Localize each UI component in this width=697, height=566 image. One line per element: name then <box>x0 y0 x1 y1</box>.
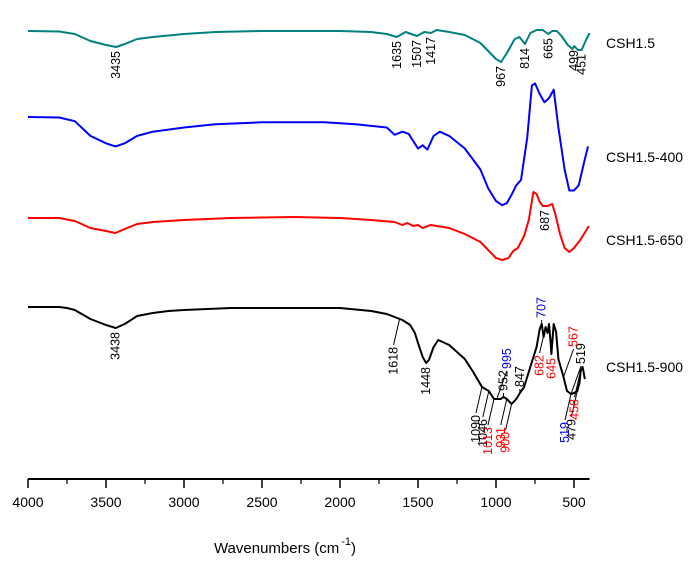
peak-label: 900 <box>499 432 513 453</box>
annotation-leader-line <box>574 370 582 398</box>
trace-csh1-5 <box>27 29 591 63</box>
peak-label: 687 <box>538 210 552 231</box>
peak-label: 1090 <box>469 415 483 443</box>
peak-label: 1417 <box>424 37 438 65</box>
peak-label: 967 <box>494 66 508 87</box>
x-tick-label: 4000 <box>12 494 43 510</box>
peak-label: 665 <box>541 38 555 59</box>
peak-label: 707 <box>535 297 549 318</box>
series-labels: CSH1.5 CSH1.5-400 CSH1.5-650 CSH1.5-900 <box>606 35 683 375</box>
peak-label: 931 <box>494 427 508 448</box>
peak-label: 995 <box>500 348 514 369</box>
trace-csh1-5-400 <box>27 82 589 207</box>
peak-label: 645 <box>544 358 558 379</box>
trace-csh1-5-900 <box>28 306 586 405</box>
x-tick-label: 2000 <box>324 494 355 510</box>
x-tick-label: 3500 <box>90 494 121 510</box>
x-axis-title-superscript: -1 <box>341 536 351 548</box>
series-label: CSH1.5-650 <box>606 232 683 248</box>
traces <box>27 29 591 405</box>
peak-label: 3435 <box>109 51 123 79</box>
series-label: CSH1.5-400 <box>606 149 683 165</box>
trace-csh1-5-650 <box>28 191 590 261</box>
peak-label: 682 <box>533 355 547 376</box>
x-tick-label: 1000 <box>480 494 511 510</box>
x-tick-label: 500 <box>562 494 586 510</box>
x-tick-label: 3000 <box>168 494 199 510</box>
annotation-leader-line <box>487 398 495 426</box>
peak-label: 567 <box>567 326 581 347</box>
peak-label: 814 <box>518 48 532 69</box>
peak-label: 519 <box>574 343 588 364</box>
peak-label: 1635 <box>390 41 404 69</box>
annotation-leader-line <box>570 390 578 418</box>
peak-label: 1507 <box>410 40 424 68</box>
x-axis-title: Wavenumbers (cm -1) <box>214 536 356 557</box>
x-tick-label: 2500 <box>246 494 277 510</box>
peak-label: 1618 <box>387 347 401 375</box>
peak-label: 451 <box>575 54 589 75</box>
x-tick-label: 1500 <box>402 494 433 510</box>
peak-label: 3438 <box>109 332 123 360</box>
x-axis: 4000 3500 3000 2500 2000 1500 1000 500 <box>12 478 590 510</box>
annotation-leader-line <box>500 398 508 426</box>
x-ticks: 4000 3500 3000 2500 2000 1500 1000 500 <box>12 479 586 510</box>
peak-label: 1046 <box>476 419 490 447</box>
annotation-leader-line <box>393 318 401 346</box>
peak-label: 479 <box>564 419 578 440</box>
peak-label: 952 <box>497 370 511 391</box>
annotation-leader-line <box>539 326 547 354</box>
peak-label: 1013 <box>481 427 495 455</box>
annotation-leader-line <box>570 365 582 395</box>
annotation-leader-line <box>496 370 508 400</box>
annotation-leader-line <box>482 390 490 418</box>
peak-label: 847 <box>513 366 527 387</box>
peak-label: 499 <box>567 50 581 71</box>
annotation-leader-line <box>475 386 483 414</box>
annotation-leader-line <box>505 403 513 431</box>
x-axis-title-suffix: ) <box>351 540 356 557</box>
x-axis-title-main: Wavenumbers (cm <box>214 540 339 557</box>
annotation-leader-line <box>563 348 575 378</box>
annotation-leader-line <box>564 393 572 421</box>
peak-label: 458 <box>568 399 582 420</box>
peak-label: 1448 <box>419 367 433 395</box>
peak-label: 519 <box>558 422 572 443</box>
series-label: CSH1.5-900 <box>606 359 683 375</box>
series-label: CSH1.5 <box>606 35 655 51</box>
